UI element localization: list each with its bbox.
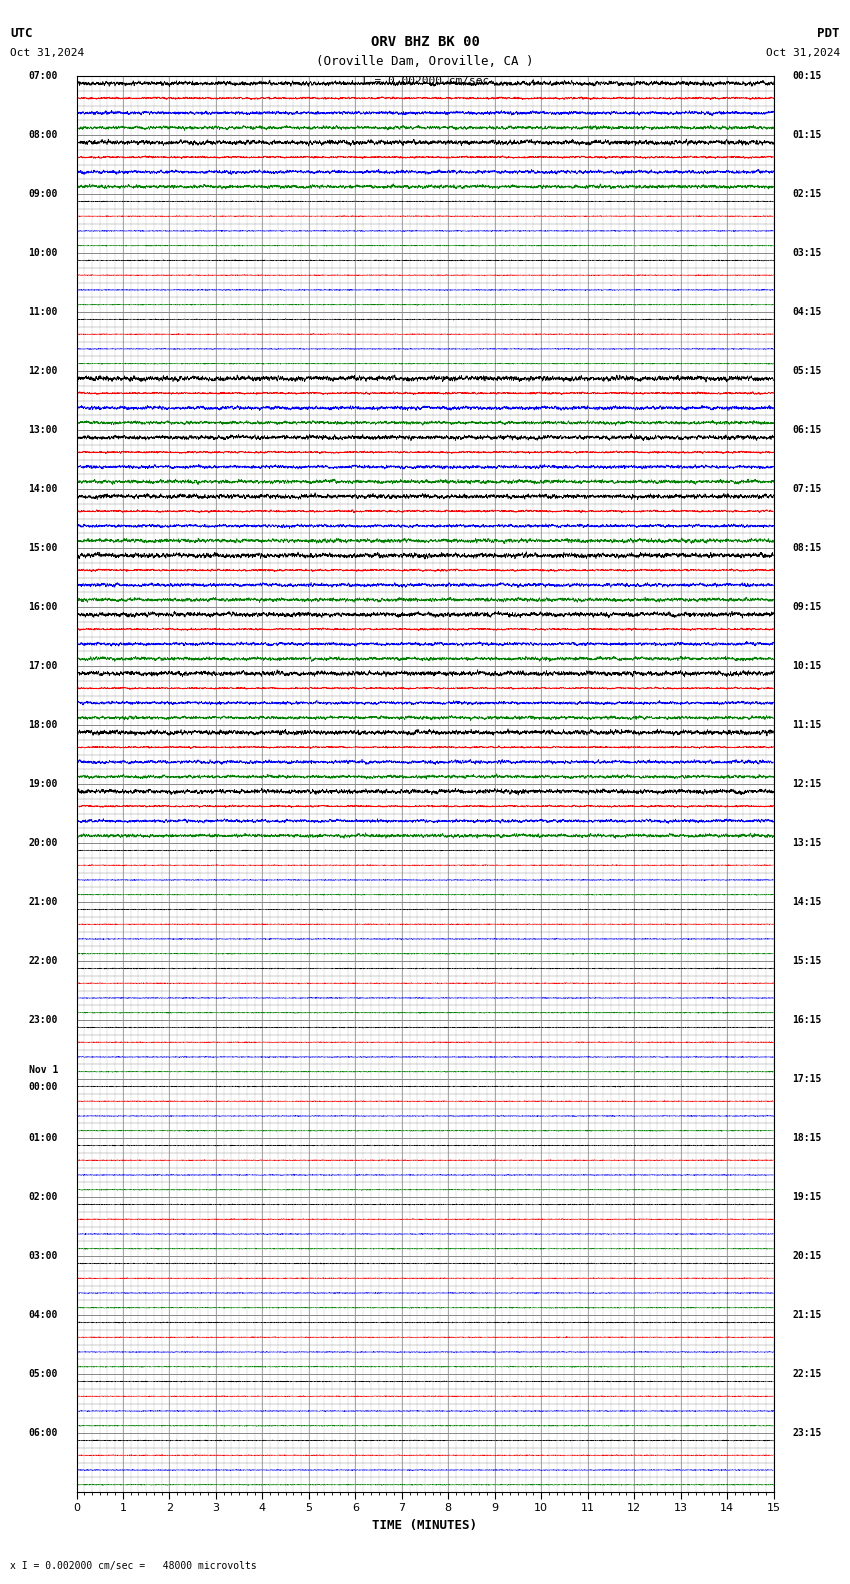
Text: 06:00: 06:00 xyxy=(29,1429,58,1438)
Text: 22:15: 22:15 xyxy=(792,1369,821,1380)
Text: 15:00: 15:00 xyxy=(29,543,58,553)
X-axis label: TIME (MINUTES): TIME (MINUTES) xyxy=(372,1519,478,1532)
Text: 11:00: 11:00 xyxy=(29,307,58,317)
Text: UTC: UTC xyxy=(10,27,32,40)
Text: 21:00: 21:00 xyxy=(29,897,58,908)
Text: 07:15: 07:15 xyxy=(792,485,821,494)
Text: 04:00: 04:00 xyxy=(29,1310,58,1319)
Text: 16:15: 16:15 xyxy=(792,1015,821,1025)
Text: 03:15: 03:15 xyxy=(792,249,821,258)
Text: 09:15: 09:15 xyxy=(792,602,821,611)
Text: 12:00: 12:00 xyxy=(29,366,58,375)
Text: 21:15: 21:15 xyxy=(792,1310,821,1319)
Text: 19:15: 19:15 xyxy=(792,1193,821,1202)
Text: 17:00: 17:00 xyxy=(29,661,58,672)
Text: 15:15: 15:15 xyxy=(792,957,821,966)
Text: 00:15: 00:15 xyxy=(792,71,821,81)
Text: x I = 0.002000 cm/sec =   48000 microvolts: x I = 0.002000 cm/sec = 48000 microvolts xyxy=(10,1562,257,1571)
Text: 13:15: 13:15 xyxy=(792,838,821,847)
Text: 18:15: 18:15 xyxy=(792,1133,821,1144)
Text: 02:15: 02:15 xyxy=(792,188,821,200)
Text: I = 0.002000 cm/sec: I = 0.002000 cm/sec xyxy=(361,76,489,86)
Text: 10:00: 10:00 xyxy=(29,249,58,258)
Text: 17:15: 17:15 xyxy=(792,1074,821,1083)
Text: 01:00: 01:00 xyxy=(29,1133,58,1144)
Text: 06:15: 06:15 xyxy=(792,425,821,436)
Text: 18:00: 18:00 xyxy=(29,721,58,730)
Text: 10:15: 10:15 xyxy=(792,661,821,672)
Text: Nov 1: Nov 1 xyxy=(29,1064,58,1074)
Text: 00:00: 00:00 xyxy=(29,1082,58,1091)
Text: (Oroville Dam, Oroville, CA ): (Oroville Dam, Oroville, CA ) xyxy=(316,55,534,68)
Text: 22:00: 22:00 xyxy=(29,957,58,966)
Text: 16:00: 16:00 xyxy=(29,602,58,611)
Text: 19:00: 19:00 xyxy=(29,779,58,789)
Text: 23:15: 23:15 xyxy=(792,1429,821,1438)
Text: Oct 31,2024: Oct 31,2024 xyxy=(766,48,840,57)
Text: 02:00: 02:00 xyxy=(29,1193,58,1202)
Text: Oct 31,2024: Oct 31,2024 xyxy=(10,48,84,57)
Text: 20:00: 20:00 xyxy=(29,838,58,847)
Text: 04:15: 04:15 xyxy=(792,307,821,317)
Text: 08:00: 08:00 xyxy=(29,130,58,139)
Text: 07:00: 07:00 xyxy=(29,71,58,81)
Text: 13:00: 13:00 xyxy=(29,425,58,436)
Text: 23:00: 23:00 xyxy=(29,1015,58,1025)
Text: 08:15: 08:15 xyxy=(792,543,821,553)
Text: 01:15: 01:15 xyxy=(792,130,821,139)
Text: 11:15: 11:15 xyxy=(792,721,821,730)
Text: 14:15: 14:15 xyxy=(792,897,821,908)
Text: 03:00: 03:00 xyxy=(29,1251,58,1261)
Text: 09:00: 09:00 xyxy=(29,188,58,200)
Text: PDT: PDT xyxy=(818,27,840,40)
Text: 05:00: 05:00 xyxy=(29,1369,58,1380)
Text: ORV BHZ BK 00: ORV BHZ BK 00 xyxy=(371,35,479,49)
Text: 14:00: 14:00 xyxy=(29,485,58,494)
Text: 20:15: 20:15 xyxy=(792,1251,821,1261)
Text: 05:15: 05:15 xyxy=(792,366,821,375)
Text: 12:15: 12:15 xyxy=(792,779,821,789)
